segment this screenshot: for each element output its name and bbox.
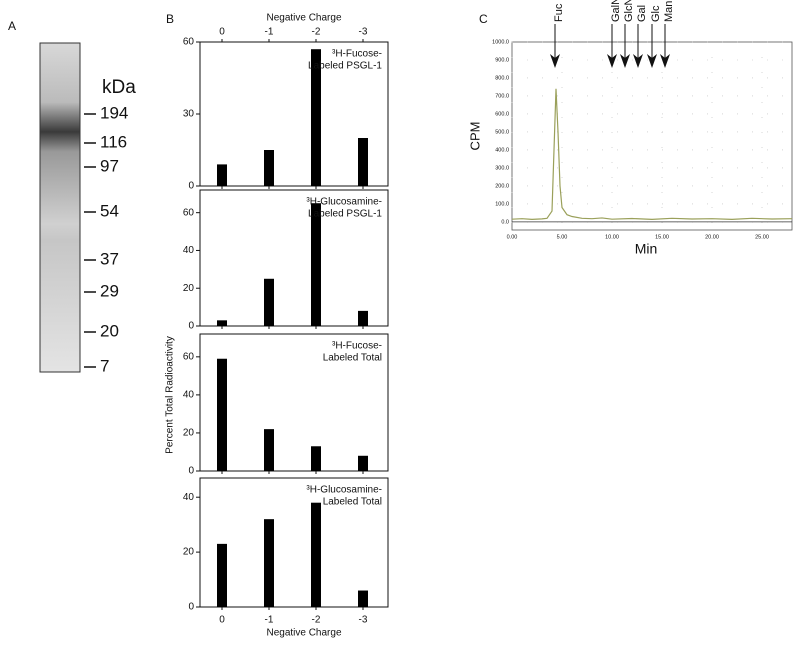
x-tick-label: 0 [219,27,225,38]
y-axis-label: CPM [467,122,482,151]
annotation: ³H-Fucose- [332,341,382,352]
y-tick-label: 0 [188,181,194,192]
annotation: Labeled Total [323,497,382,508]
bar [264,429,274,471]
peak-label: Fuc [553,3,565,22]
plot-frame [199,477,389,608]
y-tick-label: 20 [183,547,195,558]
y-tick-label: 0.0 [501,219,509,225]
annotation: Labeled Total [323,353,382,364]
arrow-head [647,54,657,68]
y-tick-label: 20 [183,428,195,439]
y-tick-label: 60 [183,207,195,218]
y-tick-label: 100.0 [495,201,509,207]
x-tick-label: 5.00 [557,234,568,240]
marker-label: 37 [100,249,119,268]
x-tick-label: 25.00 [755,234,769,240]
bar [264,278,274,326]
bar [358,138,368,186]
y-tick-label: 20 [183,283,195,294]
x-tick-label: -1 [265,615,274,626]
peak-label: Man [663,1,675,22]
annotation: Labeled PSGL-1 [308,209,382,220]
y-tick-label: 60 [183,37,195,48]
bar [311,203,321,326]
x-tick-label: 0 [219,615,225,626]
annotation: ³H-Glucosamine- [306,197,382,208]
peak-label: Glc [650,5,662,22]
peak-label: GalN [610,0,622,22]
y-tick-label: 400.0 [495,147,509,153]
y-tick-label: 500.0 [495,129,509,135]
y-tick-label: 0 [188,602,194,613]
x-tick-label: 0.00 [507,234,518,240]
arrow-head [550,54,560,68]
unit-label: kDa [102,77,136,98]
marker-label: 20 [100,321,119,340]
x-tick-label: 10.00 [605,234,619,240]
marker-label: 194 [100,103,128,122]
bar [358,590,368,607]
annotation: Labeled PSGL-1 [308,61,382,72]
y-tick-label: 200.0 [495,183,509,189]
x-tick-label: 15.00 [655,234,669,240]
annotation: ³H-Glucosamine- [306,485,382,496]
panel-label: B [166,12,174,26]
y-tick-label: 0 [188,466,194,477]
data-line [511,88,793,220]
marker-label: 29 [100,281,119,300]
bar [217,320,227,326]
y-tick-label: 300.0 [495,165,509,171]
y-axis-label: Percent Total Radioactivity [165,336,176,454]
y-tick-label: 0 [188,321,194,332]
x-axis-label: Negative Charge [266,13,341,24]
marker-label: 97 [100,156,119,175]
x-tick-label: -2 [312,27,321,38]
panel-label: A [8,19,16,33]
x-tick-label: 20.00 [705,234,719,240]
arrow-head [620,54,630,68]
plot-frame [199,333,389,472]
bar [358,310,368,326]
plot-frame [199,189,389,327]
x-tick-label: -3 [359,27,368,38]
marker-label: 54 [100,201,119,220]
arrow-head [660,54,670,68]
y-tick-label: 800.0 [495,75,509,81]
bar [358,455,368,471]
marker-label: 7 [100,356,109,375]
y-tick-label: 40 [183,245,195,256]
y-tick-label: 900.0 [495,57,509,63]
bar [264,150,274,186]
y-tick-label: 60 [183,351,195,362]
marker-label: 116 [100,132,127,151]
bar [217,358,227,471]
x-tick-label: -2 [312,615,321,626]
y-tick-label: 40 [183,492,195,503]
arrow-head [633,54,643,68]
arrow-head [607,54,617,68]
x-tick-label: -1 [265,27,274,38]
y-tick-label: 600.0 [495,111,509,117]
bar [264,519,274,607]
x-axis-label: Min [635,241,658,257]
bar [217,164,227,186]
annotation: ³H-Fucose- [332,49,382,60]
y-tick-label: 30 [183,109,195,120]
bar [311,502,321,607]
panel-label: C [479,12,488,26]
bar [311,49,321,187]
bar [311,446,321,471]
y-tick-label: 700.0 [495,93,509,99]
y-tick-label: 40 [183,390,195,401]
bar [217,543,227,607]
y-tick-label: 1000.0 [492,39,509,45]
x-axis-label: Negative Charge [266,628,341,639]
gel-lane [39,42,81,373]
peak-label: GlcN [623,0,635,22]
peak-label: Gal [636,5,648,22]
x-tick-label: -3 [359,615,368,626]
